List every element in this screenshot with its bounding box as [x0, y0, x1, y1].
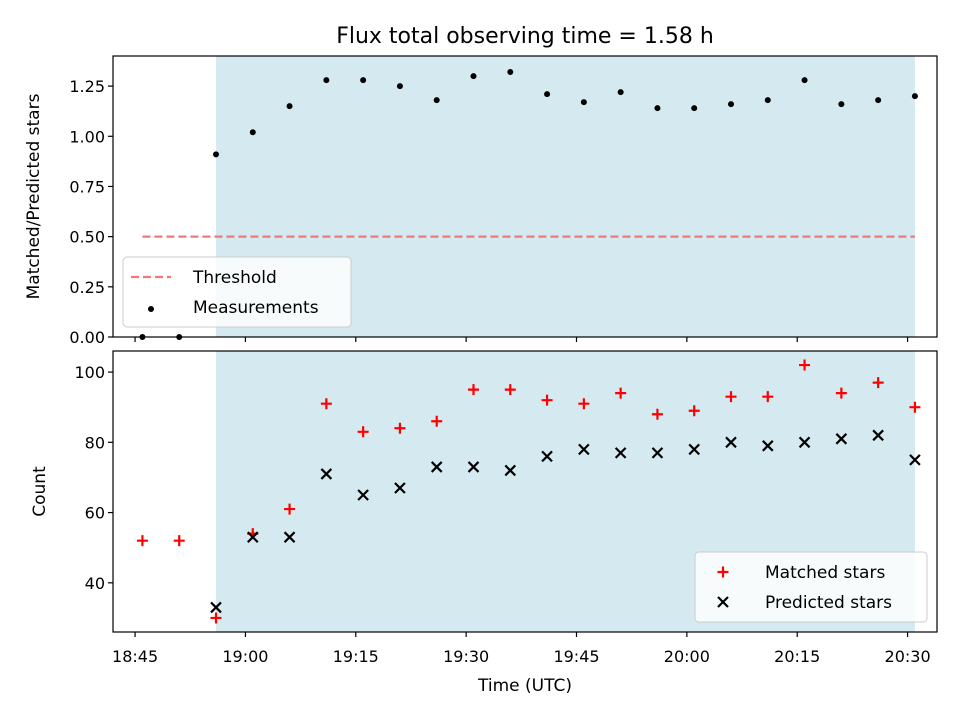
- measurements-point: [470, 73, 477, 80]
- y-tick-label: 40: [85, 574, 105, 593]
- legend: Threshold Measurements: [122, 256, 352, 328]
- predicted-stars-point: [467, 461, 480, 473]
- y-tick-label: 1.00: [69, 127, 105, 146]
- predicted-stars-point: [283, 531, 296, 543]
- predicted-stars-point: [762, 440, 774, 452]
- measurements-point: [323, 77, 330, 84]
- x-tick-label: 20:30: [885, 647, 931, 666]
- matched-stars-point: [578, 398, 590, 410]
- legend-label-threshold: Threshold: [192, 268, 277, 288]
- predicted-stars-point: [541, 450, 553, 463]
- measurements-point: [911, 93, 918, 100]
- panel-count: 40 60 80 100 18:45 19:00 19:15 19:30 19:45 20:00 2…: [74, 350, 938, 666]
- measurements-point: [360, 77, 367, 84]
- matched-stars-point: [394, 422, 406, 434]
- axes-frame: [112, 350, 938, 633]
- measurements-point: [617, 89, 624, 96]
- y-tick-label: 0.00: [69, 328, 105, 347]
- legend-label-matched-stars: Matched stars: [765, 563, 885, 583]
- measurements-point: [801, 77, 808, 84]
- measurements-point: [433, 97, 440, 104]
- y-tick-label: 0.50: [69, 228, 105, 247]
- y-axis-label-ratio: Matched/Predicted stars: [24, 93, 44, 299]
- measurements-point: [580, 99, 587, 106]
- x-tick-label: 20:00: [664, 647, 710, 666]
- measurements-point: [396, 83, 403, 90]
- legend-label-measurements: Measurements: [193, 298, 319, 318]
- chart-title: Flux total observing time = 1.58 h: [336, 24, 714, 49]
- predicted-stars-point: [320, 468, 333, 480]
- matched-stars-point: [284, 503, 296, 515]
- legend-swatch-measurements: [148, 306, 154, 312]
- legend-box: [122, 256, 352, 328]
- matched-stars-point: [725, 391, 737, 403]
- predicted-stars-point: [688, 443, 700, 456]
- predicted-stars-point: [798, 436, 811, 449]
- measurements-point: [764, 97, 771, 104]
- predicted-stars-point: [394, 482, 406, 494]
- y-axis-label-count: Count: [30, 466, 50, 517]
- measurements-point: [213, 151, 219, 158]
- x-tick-label: 19:45: [553, 647, 599, 666]
- matched-stars-point: [872, 377, 884, 389]
- panel-ratio: 0.00 0.25 0.50 0.75 1.00 1.25 Threshold Measure…: [69, 55, 938, 347]
- matched-stars-point: [909, 401, 921, 413]
- matched-stars-point: [835, 387, 847, 399]
- y-tick-label: 100: [74, 363, 105, 382]
- legend-label-predicted-stars: Predicted stars: [765, 593, 892, 613]
- x-tick-label: 19:15: [333, 647, 379, 666]
- measurements-point: [286, 103, 293, 110]
- measurements-point: [654, 105, 661, 112]
- matched-stars-point: [468, 384, 479, 396]
- predicted-stars-point: [725, 436, 737, 449]
- legend-swatch-matched-stars: [717, 566, 729, 578]
- y-tick-label: 0.75: [69, 177, 105, 196]
- matched-stars-point: [615, 387, 627, 399]
- predicted-stars-point: [651, 447, 664, 459]
- predicted-stars-point: [909, 454, 921, 466]
- y-tick-label: 1.25: [69, 77, 105, 96]
- measurements-point: [728, 101, 734, 108]
- predicted-stars-point: [357, 489, 369, 501]
- measurements-point: [544, 91, 551, 98]
- y-tick-label: 60: [85, 504, 105, 523]
- matched-stars-point: [173, 535, 185, 547]
- measurements-point: [507, 69, 514, 76]
- predicted-stars-point: [430, 461, 443, 473]
- matched-stars-point: [357, 426, 369, 438]
- predicted-stars-point: [614, 447, 627, 459]
- x-axis-label: Time (UTC): [477, 676, 572, 696]
- matched-stars-point: [688, 405, 700, 417]
- legend-box: [694, 551, 928, 623]
- y-tick-label: 0.25: [69, 278, 105, 297]
- x-tick-label: 19:00: [222, 647, 268, 666]
- axes-frame: [112, 55, 938, 338]
- predicted-stars-point: [504, 464, 517, 477]
- predicted-stars-point: [247, 531, 259, 543]
- matched-stars-point: [320, 398, 332, 410]
- x-tick-label: 18:45: [112, 647, 158, 666]
- legend-swatch-predicted-stars: [717, 596, 729, 608]
- measurements-point: [838, 101, 845, 108]
- matched-stars-point: [431, 415, 443, 427]
- matched-stars-point: [799, 359, 811, 371]
- matched-stars-point: [541, 394, 553, 406]
- matched-stars-point: [651, 408, 663, 420]
- legend: Matched stars Predicted stars: [694, 551, 928, 623]
- x-tick-label: 19:30: [443, 647, 489, 666]
- measurements-point: [249, 129, 256, 136]
- measurements-point: [691, 105, 698, 112]
- matched-stars-point: [504, 384, 516, 396]
- predicted-stars-point: [210, 601, 222, 614]
- measurements-point: [875, 97, 882, 104]
- x-tick-label: 20:15: [774, 647, 820, 666]
- matched-stars-point: [210, 612, 222, 624]
- predicted-stars-point: [835, 433, 848, 445]
- y-tick-label: 80: [85, 433, 105, 452]
- matched-stars-point: [136, 535, 148, 547]
- matched-stars-point: [762, 391, 774, 403]
- predicted-stars-point: [578, 443, 590, 456]
- predicted-stars-point: [872, 429, 884, 442]
